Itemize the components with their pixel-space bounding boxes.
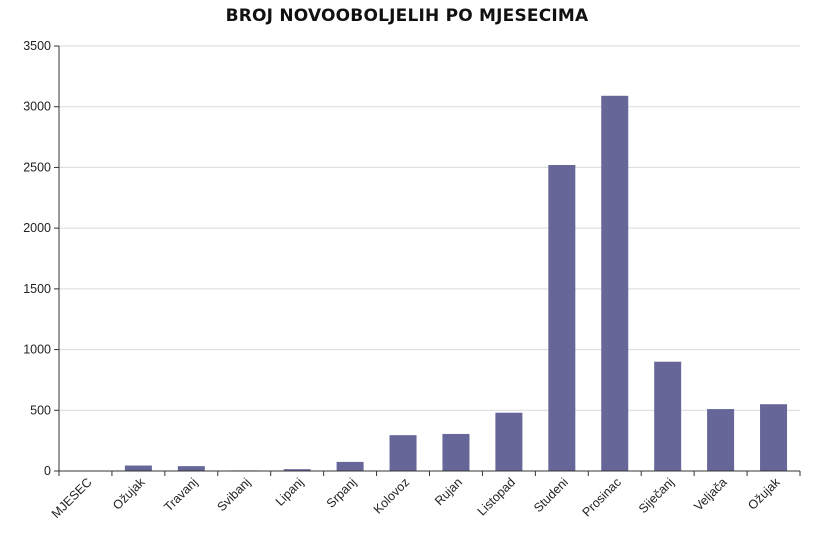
- gridlines: [59, 45, 800, 411]
- y-tick-label: 3000: [23, 100, 51, 114]
- y-tick-label: 2000: [23, 221, 51, 235]
- bar: [124, 465, 152, 471]
- bar: [760, 404, 788, 471]
- bar: [495, 412, 523, 471]
- bar: [654, 361, 682, 471]
- bar: [283, 469, 311, 471]
- bar: [442, 433, 470, 471]
- x-tick-label: Srpanj: [324, 475, 359, 510]
- bar: [601, 95, 629, 471]
- x-tick-label: Studeni: [531, 475, 571, 515]
- x-tick-label: Ožujak: [745, 475, 783, 513]
- bar: [336, 461, 364, 471]
- y-tick-label: 500: [30, 403, 51, 417]
- x-tick-label: Svibanj: [214, 475, 253, 514]
- x-tick-label: Rujan: [432, 475, 465, 508]
- x-tick-label: Prosinac: [580, 475, 624, 519]
- axes: [54, 45, 801, 476]
- x-tick-label: Travanj: [161, 475, 200, 514]
- x-tick-label: Siječanj: [636, 475, 677, 516]
- x-tick-labels: MJESEC Ožujak Travanj Svibanj Lipanj Srpanj Ko…: [49, 475, 783, 521]
- x-tick-label: Ožujak: [110, 475, 148, 513]
- y-tick-label: 3500: [23, 39, 51, 53]
- chart-title: BROJ NOVOOBOLJELIH PO MJESECIMA: [225, 6, 589, 26]
- y-tick-label: 0: [44, 464, 51, 478]
- bar: [389, 435, 417, 471]
- x-tick-label: Kolovoz: [371, 475, 412, 516]
- x-tick-label: Listopad: [475, 475, 518, 518]
- bars: [124, 95, 788, 471]
- x-tick-label: Lipanj: [273, 475, 306, 508]
- bar: [548, 165, 576, 471]
- bar: [707, 409, 735, 471]
- y-tick-label: 1000: [23, 343, 51, 357]
- y-tick-label: 1500: [23, 282, 51, 296]
- x-tick-label: MJESEC: [49, 475, 95, 521]
- x-tick-label: Veljača: [691, 475, 729, 513]
- y-tick-labels: 0 500 1000 1500 2000 2500 3000 3500: [23, 39, 51, 478]
- y-tick-label: 2500: [23, 160, 51, 174]
- bar: [177, 466, 205, 471]
